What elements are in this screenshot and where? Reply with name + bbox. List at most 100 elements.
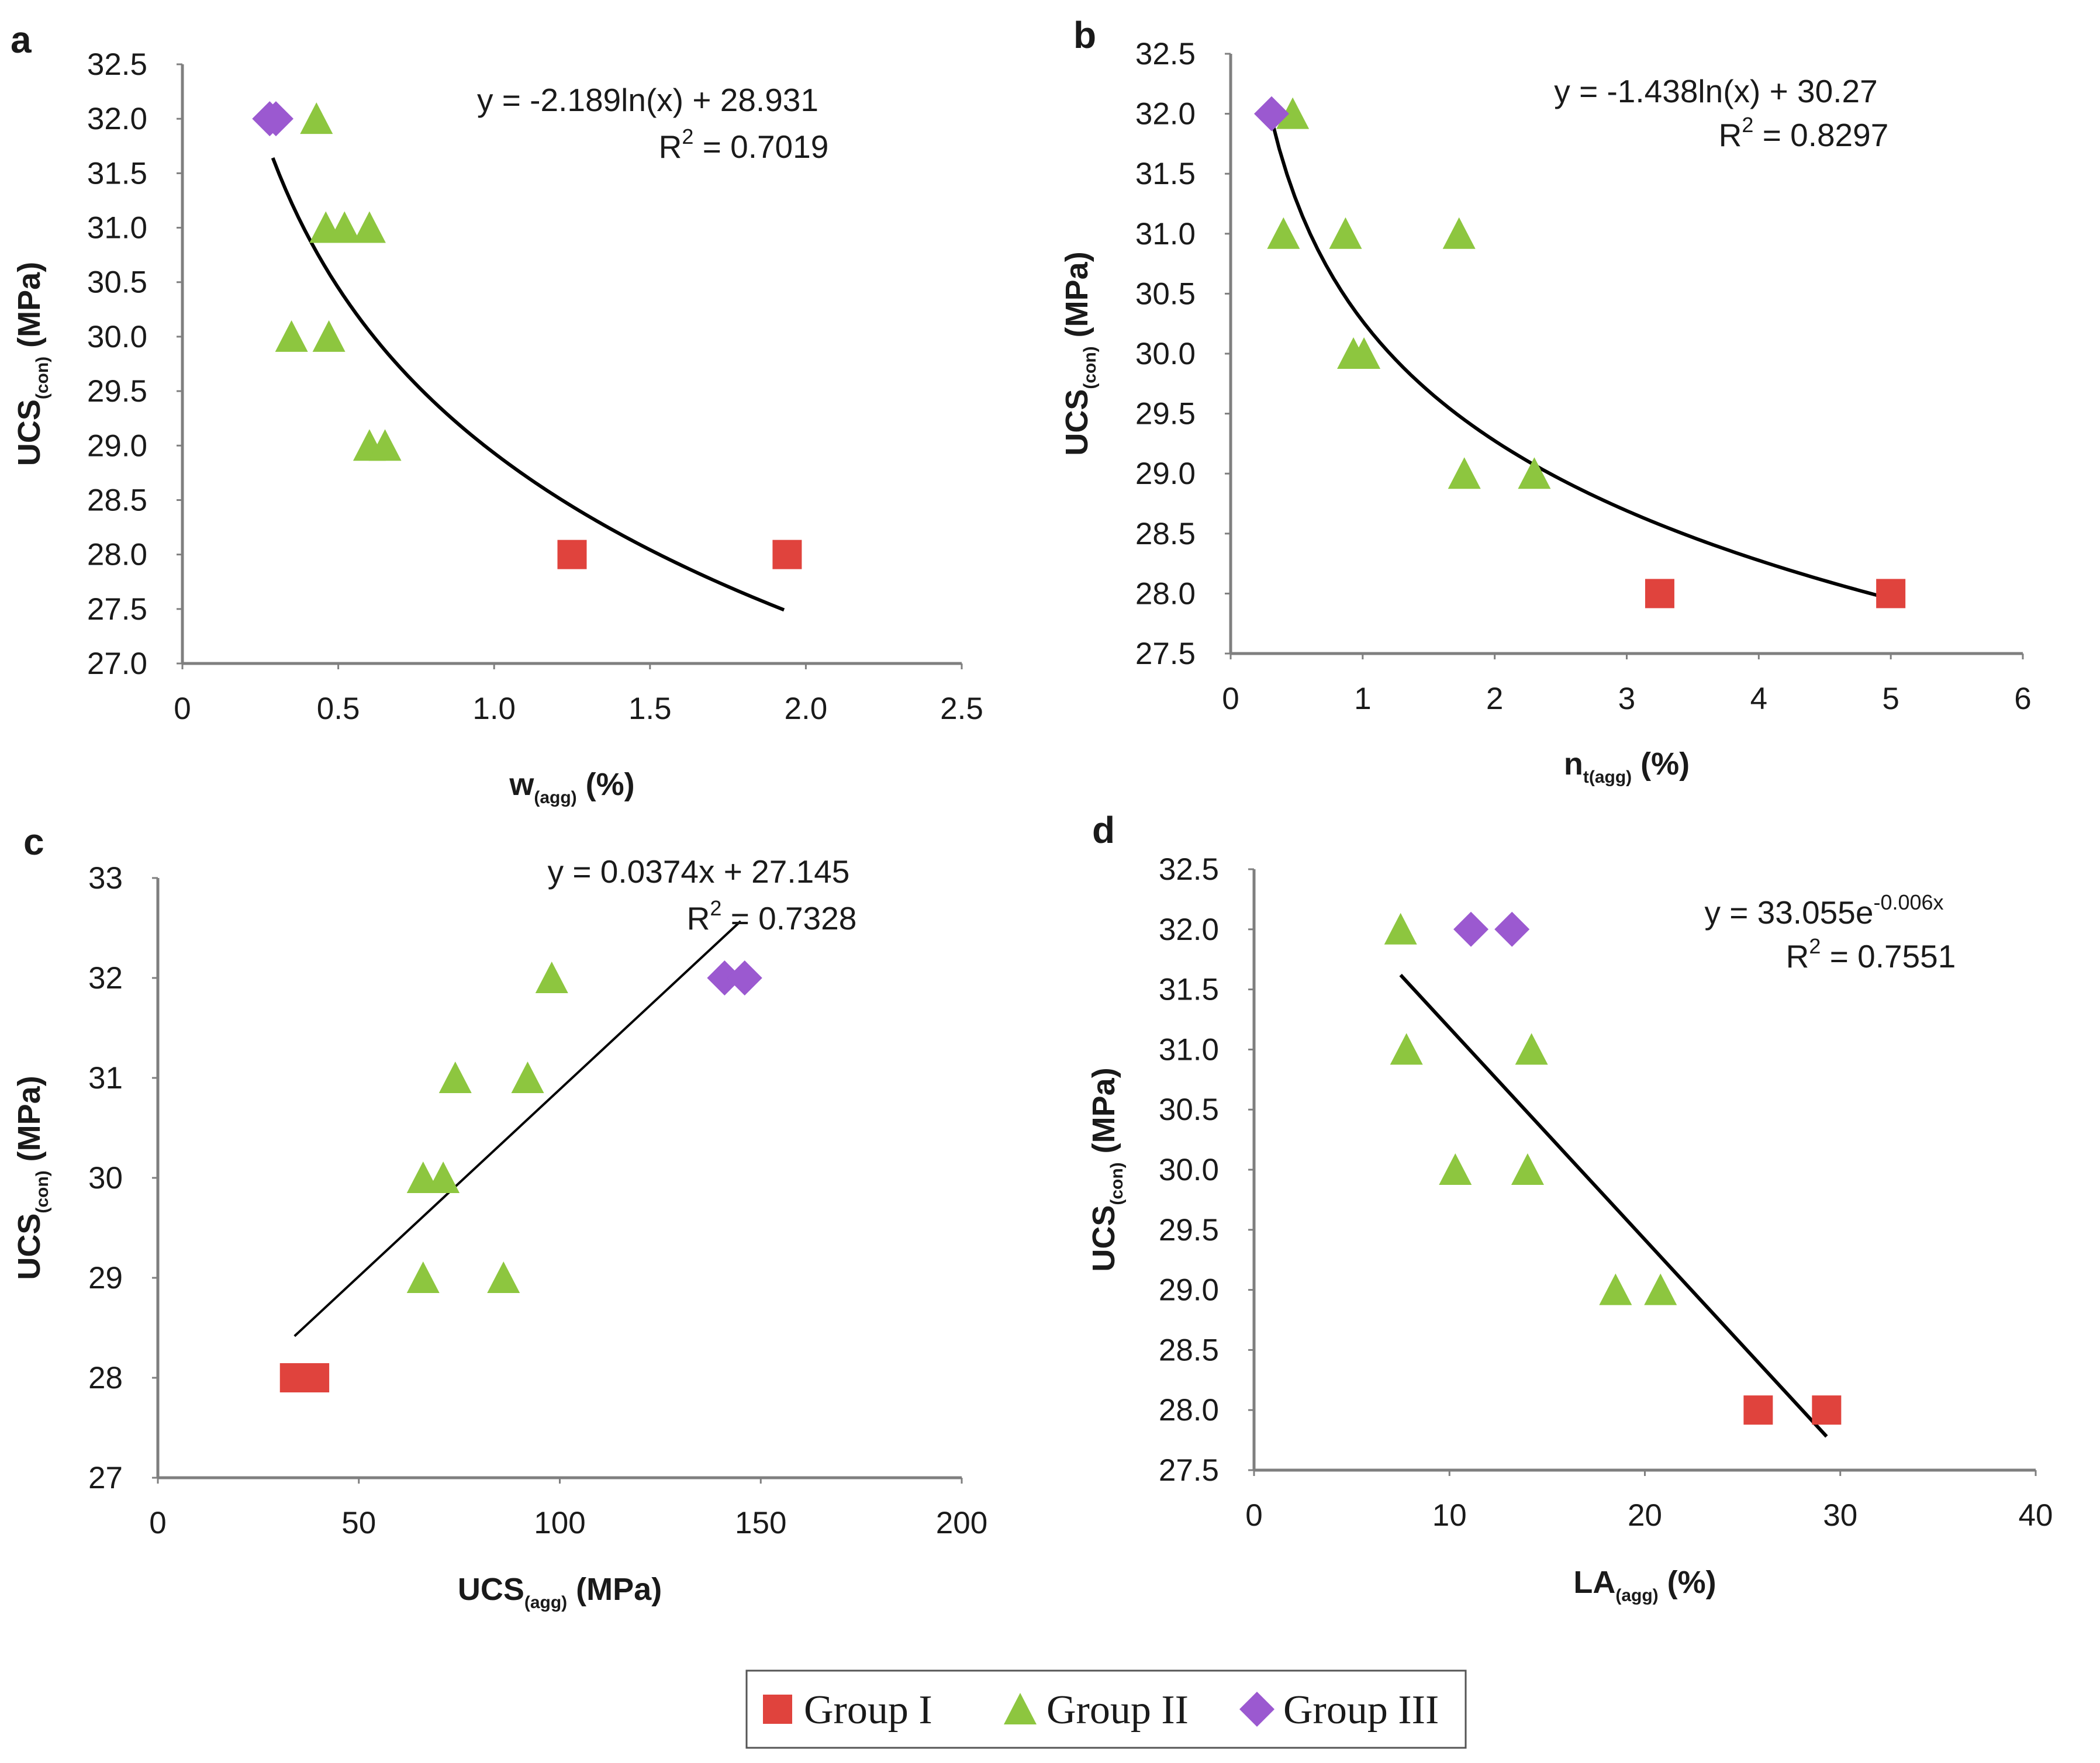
y-tick-label: 27.5	[1159, 1453, 1219, 1488]
data-point-group_ii	[1390, 1033, 1423, 1065]
y-tick-label: 31.0	[1135, 217, 1196, 251]
data-point-group_ii	[1348, 337, 1381, 369]
trend-equation: y = -2.189ln(x) + 28.931	[477, 82, 818, 118]
y-axis-title-main: UCS	[12, 1214, 47, 1280]
data-point-group_ii	[535, 962, 568, 993]
y-tick-label: 29.5	[1159, 1213, 1219, 1247]
legend-item-group_ii: Group II	[1004, 1688, 1189, 1733]
x-tick-label: 6	[2014, 682, 2031, 716]
y-axis-title-unit: (MPa)	[12, 1076, 47, 1170]
x-axis-title-unit: (%)	[1659, 1565, 1716, 1600]
y-tick-label: 31.5	[1159, 973, 1219, 1007]
y-tick-label: 27	[88, 1461, 123, 1495]
x-axis-title: UCS(agg) (MPa)	[458, 1572, 662, 1612]
y-axis-title-subscript: (con)	[33, 357, 52, 399]
y-axis-title-subscript: (con)	[1107, 1162, 1127, 1205]
data-point-group_ii	[1329, 217, 1362, 249]
series-group_ii	[275, 102, 402, 461]
r-squared-exponent: 2	[682, 125, 693, 148]
data-point-group_iii	[1453, 911, 1489, 947]
r-squared-exponent: 2	[710, 896, 721, 920]
y-tick-label: 31.5	[1135, 157, 1196, 191]
x-tick-label: 100	[534, 1506, 585, 1540]
y-axis-title: UCS(con) (MPa)	[1086, 1067, 1127, 1271]
x-tick-label: 4	[1750, 682, 1767, 716]
y-tick-label: 31	[88, 1061, 123, 1095]
data-point-group_ii	[312, 320, 346, 352]
y-tick-label: 29.0	[1135, 457, 1196, 491]
trend-equation-text: y = 0.0374x + 27.145	[548, 853, 850, 890]
y-tick-label: 30	[88, 1161, 123, 1195]
x-tick-label: 0	[149, 1506, 166, 1540]
y-tick-label: 32.0	[1135, 97, 1196, 132]
trend-equation-text: y = 33.055e	[1704, 894, 1873, 931]
panel-letter: d	[1092, 809, 1115, 851]
y-tick-label: 28	[88, 1361, 123, 1395]
y-tick-label: 33	[88, 861, 123, 896]
data-point-group_ii	[328, 211, 361, 243]
data-point-group_ii	[1384, 912, 1417, 945]
x-tick-label: 5	[1882, 682, 1899, 716]
y-tick-label: 32.0	[1159, 912, 1219, 947]
x-tick-label: 30	[1823, 1498, 1857, 1533]
trend-equation: y = 0.0374x + 27.145	[548, 853, 850, 890]
x-axis-title-unit: (%)	[1632, 746, 1690, 782]
legend-label: Group I	[804, 1688, 932, 1733]
r-squared-symbol: R	[659, 129, 682, 165]
y-tick-label: 28.5	[1135, 517, 1196, 551]
r-squared-exponent: 2	[1742, 113, 1753, 137]
y-axis-title: UCS(con) (MPa)	[12, 262, 52, 466]
series-group_iii	[1254, 96, 1290, 132]
y-tick-label: 29	[88, 1261, 123, 1295]
y-tick-label: 32	[88, 961, 123, 995]
x-tick-label: 0	[174, 692, 191, 726]
trend-equation: y = 33.055e-0.006x	[1704, 890, 1943, 931]
data-point-group_iii	[258, 101, 293, 137]
x-axis-title-main: LA	[1573, 1565, 1615, 1600]
x-tick-label: 2.5	[940, 692, 983, 726]
r-squared-value: = 0.7551	[1821, 938, 1956, 974]
r-squared-exponent: 2	[1809, 934, 1821, 958]
chart-panel-a: a 27.0 27.5 28.0 28.5 29.0 29.5 30.0 30.5 31.0 31.…	[11, 19, 983, 807]
data-point-group_ii	[300, 102, 333, 134]
data-point-group_ii	[368, 429, 402, 461]
y-tick-label: 28.0	[1159, 1393, 1219, 1427]
x-tick-label: 0	[1222, 682, 1239, 716]
x-axis-title-subscript: (agg)	[1615, 1586, 1658, 1605]
x-tick-label: 200	[936, 1506, 987, 1540]
legend-marker-diamond-icon	[1239, 1692, 1274, 1727]
x-tick-label: 2.0	[785, 692, 828, 726]
x-tick-label: 2	[1486, 682, 1503, 716]
data-point-group_ii	[1511, 1153, 1544, 1185]
data-point-group_ii	[1515, 1033, 1548, 1065]
data-point-group_i	[1812, 1395, 1842, 1425]
legend-marker-triangle-icon	[1004, 1693, 1037, 1724]
trend-equation-text: y = -2.189ln(x) + 28.931	[477, 82, 818, 118]
legend-marker-square-icon	[763, 1695, 792, 1724]
y-tick-label: 30.0	[1135, 337, 1196, 371]
r-squared: R2 = 0.8297	[1719, 113, 1889, 153]
x-tick-label: 150	[735, 1506, 786, 1540]
chart-panels: a27.027.528.028.529.029.530.030.531.031.…	[11, 14, 2053, 1612]
trend-equation-exponent: -0.006x	[1873, 890, 1943, 914]
series-group_iii	[252, 101, 293, 137]
data-point-group_ii	[406, 1261, 440, 1293]
legend-item-group_iii: Group III	[1239, 1688, 1439, 1733]
y-tick-label: 27.0	[87, 647, 147, 681]
y-tick-label: 32.5	[87, 47, 147, 82]
legend-label: Group III	[1283, 1688, 1439, 1733]
x-axis-title: LA(agg) (%)	[1573, 1565, 1716, 1605]
x-tick-label: 1	[1354, 682, 1371, 716]
y-axis-title: UCS(con) (MPa)	[1059, 251, 1100, 455]
x-axis-title-subscript: (agg)	[534, 788, 576, 807]
x-axis-title-unit: (%)	[577, 767, 635, 802]
legend: Group I Group II Group III	[745, 1669, 1467, 1749]
y-axis-title-unit: (MPa)	[1059, 251, 1094, 346]
y-tick-label: 28.0	[1135, 576, 1196, 611]
series-group_i	[557, 540, 802, 569]
series-group_ii	[406, 962, 568, 1293]
series-group_i	[1645, 579, 1906, 609]
y-tick-label: 29.5	[1135, 397, 1196, 431]
x-tick-label: 3	[1618, 682, 1635, 716]
